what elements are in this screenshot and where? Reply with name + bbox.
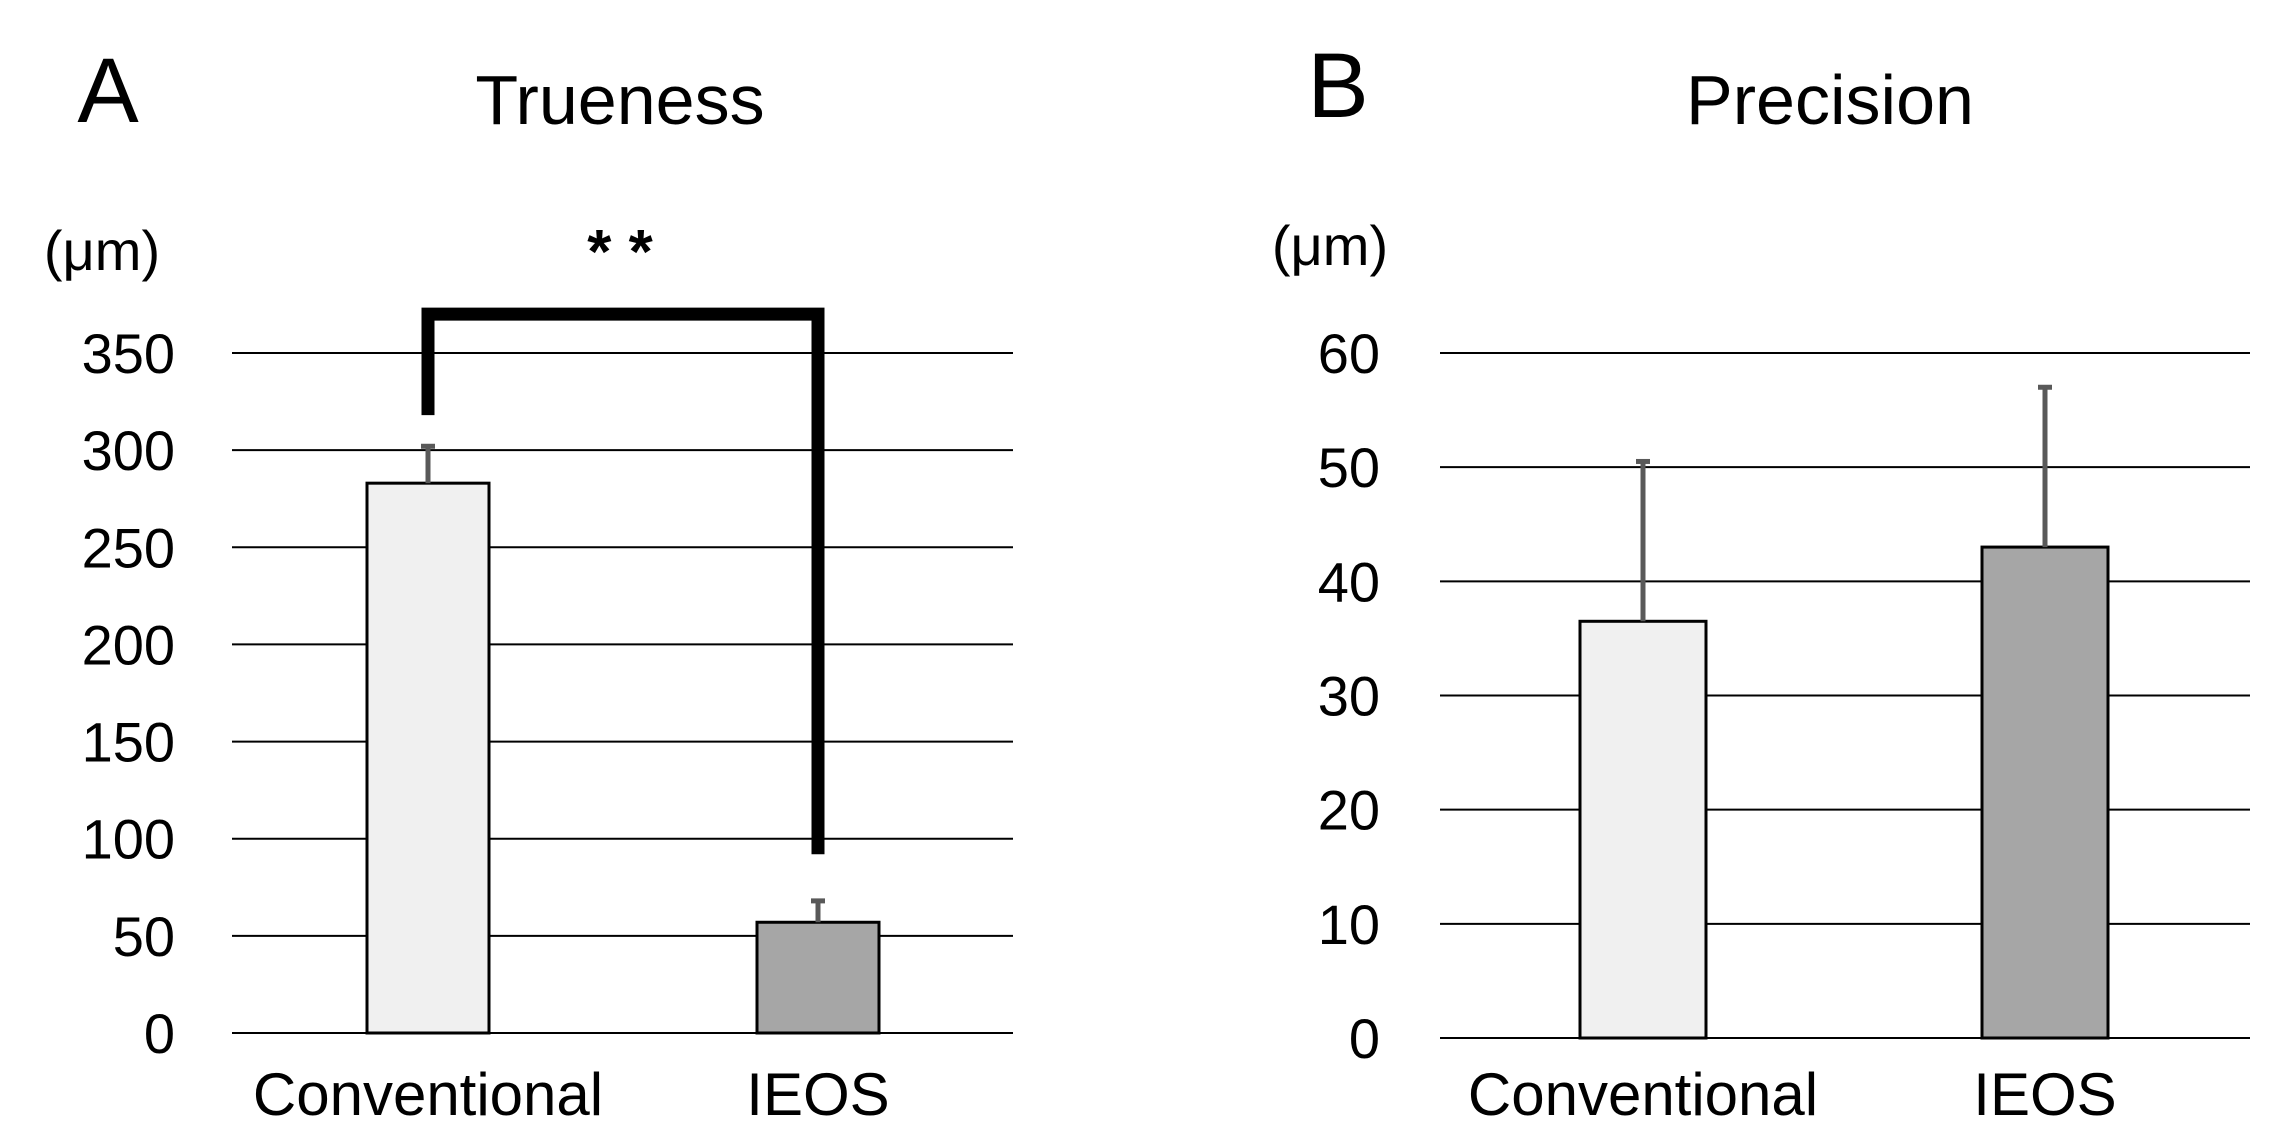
chart-title-trueness: Trueness xyxy=(475,61,764,139)
significance-label: * * xyxy=(587,218,653,287)
x-tick-label: Conventional xyxy=(1468,1061,1818,1128)
y-tick-label: 10 xyxy=(1318,893,1380,956)
significance-bracket xyxy=(421,307,825,855)
y-tick-label: 30 xyxy=(1318,665,1380,728)
x-tick-label: Conventional xyxy=(253,1061,603,1128)
bars xyxy=(1578,545,2110,1040)
x-axis-labels: Conventional IEOS xyxy=(1468,1061,2117,1128)
y-tick-label: 300 xyxy=(82,419,175,482)
gridlines xyxy=(1440,352,2250,1039)
y-tick-label: 0 xyxy=(144,1002,175,1065)
chart-title-precision: Precision xyxy=(1686,61,1974,139)
y-tick-label: 250 xyxy=(82,516,175,579)
y-tick-label: 0 xyxy=(1349,1007,1380,1070)
bracket-line xyxy=(421,307,825,855)
y-axis-ticks: 0 10 20 30 40 50 60 xyxy=(1318,322,1380,1070)
panel-precision: B Precision (μm) 0 10 20 30 40 50 60 Conventio… xyxy=(1272,35,2250,1128)
bar xyxy=(1980,545,2110,1040)
y-tick-label: 40 xyxy=(1318,550,1380,613)
x-tick-label: IEOS xyxy=(1973,1061,2116,1128)
y-tick-label: 100 xyxy=(82,808,175,871)
bar xyxy=(365,481,491,1035)
y-tick-label: 200 xyxy=(82,613,175,676)
x-axis-labels: Conventional IEOS xyxy=(253,1061,890,1128)
bar xyxy=(1578,619,1708,1040)
x-tick-label: IEOS xyxy=(746,1061,889,1128)
y-tick-label: 150 xyxy=(82,711,175,774)
error-bars xyxy=(421,443,825,923)
y-unit-label-a: (μm) xyxy=(44,219,160,282)
y-tick-label: 60 xyxy=(1318,322,1380,385)
y-tick-label: 50 xyxy=(1318,436,1380,499)
panel-label-a: A xyxy=(77,40,139,142)
y-tick-label: 350 xyxy=(82,322,175,385)
y-tick-label: 50 xyxy=(113,905,175,968)
error-bars xyxy=(1636,384,2052,622)
y-tick-label: 20 xyxy=(1318,779,1380,842)
panel-label-b: B xyxy=(1307,35,1368,137)
bars xyxy=(365,481,881,1035)
panel-trueness: A Trueness (μm) * * 0 50 100 150 200 250 300 35… xyxy=(44,40,1013,1128)
bar xyxy=(755,920,881,1035)
y-unit-label-b: (μm) xyxy=(1272,214,1388,277)
y-axis-ticks: 0 50 100 150 200 250 300 350 xyxy=(82,322,175,1065)
gridlines xyxy=(232,352,1013,1034)
